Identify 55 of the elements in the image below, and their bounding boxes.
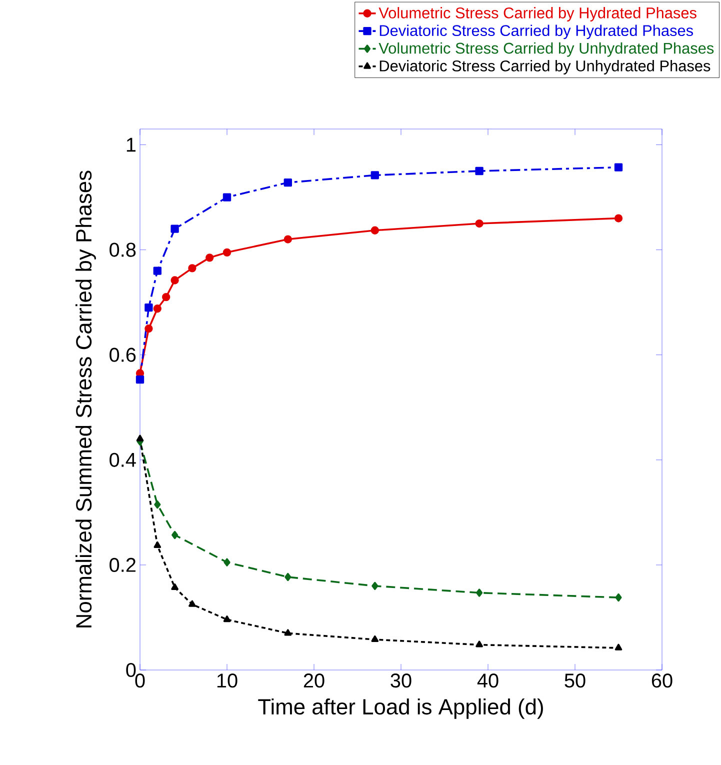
point <box>136 434 144 442</box>
point <box>284 235 292 244</box>
point <box>170 224 179 233</box>
point <box>222 193 232 202</box>
point <box>188 264 196 272</box>
point <box>162 292 170 302</box>
y-axis-title: Normalized Summed Stress Carried by Phases <box>76 170 96 628</box>
x-tick-label: 10 <box>217 674 238 688</box>
y-tick-label: 0.2 <box>110 558 136 572</box>
point <box>172 530 178 540</box>
point <box>171 583 178 590</box>
point <box>170 276 179 284</box>
y-tick-label: 1 <box>126 138 136 152</box>
y-tick-label: 0.6 <box>110 348 136 362</box>
point <box>370 226 379 234</box>
point <box>372 582 378 590</box>
y-tick-label: 0.8 <box>110 242 136 257</box>
point <box>370 171 379 180</box>
legend-label: Volumetric Stress Carried by Hydrated Phases <box>378 7 696 22</box>
x-axis-title: Time after Load is Applied (d) <box>258 698 543 719</box>
x-tick-label: 60 <box>652 674 672 688</box>
point <box>284 572 292 582</box>
point <box>136 375 144 384</box>
point <box>615 593 622 602</box>
legend-label: Volumetric Stress Carried by Unhydrated Phases <box>378 42 714 57</box>
point <box>154 541 162 548</box>
point <box>371 635 379 642</box>
point <box>475 166 484 176</box>
point <box>153 304 162 313</box>
point <box>144 324 153 333</box>
point <box>475 219 484 228</box>
point <box>476 588 483 597</box>
x-tick-label: 50 <box>564 674 586 688</box>
point <box>284 178 292 187</box>
x-tick-label: 30 <box>390 674 412 688</box>
point <box>284 629 292 636</box>
x-tick-label: 40 <box>477 674 498 688</box>
point <box>476 640 483 648</box>
legend-label: Deviatoric Stress Carried by Hydrated Phases <box>380 24 694 40</box>
x-tick-label: 0 <box>135 674 145 688</box>
point <box>206 254 214 262</box>
legend-label: Deviatoric Stress Carried by Unhydrated Phases <box>380 60 710 74</box>
point <box>614 163 623 172</box>
point <box>144 303 153 312</box>
point <box>188 600 196 607</box>
point <box>223 615 231 622</box>
point <box>614 644 622 650</box>
point <box>154 500 161 509</box>
point <box>614 214 623 222</box>
x-tick-label: 20 <box>304 674 324 688</box>
point <box>153 266 162 275</box>
y-tick-label: 0.4 <box>110 452 136 467</box>
point <box>224 558 230 566</box>
point <box>222 248 232 257</box>
y-tick-label: 0 <box>126 662 136 678</box>
